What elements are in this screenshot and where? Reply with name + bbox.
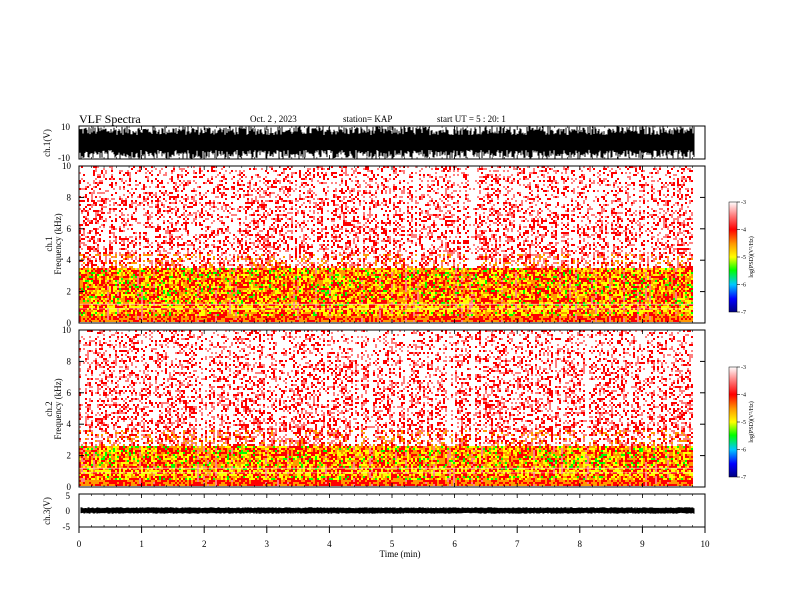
freq-tick-label: 8: [67, 356, 72, 366]
freq-tick-label: 0: [67, 482, 72, 492]
time-tick-label: 9: [640, 539, 645, 549]
freq-tick-label: 4: [67, 255, 72, 265]
freq-tick-label: 2: [67, 451, 72, 461]
spectrogram-cells: [79, 254, 693, 322]
ch2-colorbar-scale: [728, 366, 738, 478]
colorbar-tick-label: -4: [741, 393, 746, 399]
time-tick-label: 7: [515, 539, 520, 549]
ch3-ytick-top: 5: [66, 491, 71, 501]
ch1-waveform-trace: [79, 126, 695, 159]
spectrogram-cells: [79, 330, 693, 486]
ch1-colorbar-scale: [728, 201, 738, 313]
ch1-spectrogram-ylabel: Frequency (kHz): [53, 213, 63, 274]
ch2-spectrogram-ylabel-top: ch.2: [44, 401, 54, 416]
colorbar-tick-label: -3: [741, 365, 746, 371]
colorbar-tick-label: -3: [741, 200, 746, 206]
freq-tick-label: 6: [67, 224, 72, 234]
ch1-colorbar: log(PSD)(V²/Hz) -3 -4 -5 -6 -7: [728, 200, 755, 316]
ch1-spectrogram-image: [79, 166, 695, 322]
time-tick-label: 8: [578, 539, 583, 549]
station-label: station= KAP: [343, 114, 392, 124]
date-label: Oct. 2 , 2023: [250, 114, 297, 124]
time-axis-label: Time (min): [380, 549, 421, 559]
ch3-waveform-ylabel: ch.3(V): [42, 497, 52, 525]
spectrogram-cells: [79, 330, 693, 486]
ch1-freq-axis: 0 2 4 6 8 10: [62, 161, 705, 328]
colorbar-tick-label: -5: [741, 420, 746, 426]
ch2-colorbar: log(PSD)(V²/Hz) -3 -4 -5 -6 -7: [728, 365, 755, 481]
freq-tick-label: 10: [62, 161, 72, 171]
time-tick-label: 6: [452, 539, 457, 549]
ch1-ytick-top: 10: [61, 122, 71, 132]
time-tick-label: 0: [77, 539, 82, 549]
freq-tick-label: 4: [67, 419, 72, 429]
time-axis: 0 1 2 3 4 5 6 7 8 9 10: [77, 126, 710, 549]
start-time-label: start UT = 5 : 20: 1: [437, 114, 506, 124]
colorbar-tick-label: -7: [741, 475, 746, 481]
ch3-waveform-line: [80, 507, 695, 514]
ch3-ytick-mid: 0: [66, 506, 71, 516]
spectrogram-cells: [79, 446, 693, 480]
freq-tick-label: 10: [62, 325, 72, 335]
freq-tick-label: 2: [67, 287, 72, 297]
ch2-spectrogram-panel: 0 2 4 6 8 10 ch.2 Frequency (kHz): [44, 325, 706, 492]
ch1-spectrogram-ylabel-top: ch.1: [44, 236, 54, 251]
colorbar-tick-label: -6: [741, 448, 746, 454]
ch2-spectrogram-image: [79, 330, 695, 486]
ch1-waveform-ylabel: ch.1(V): [42, 129, 52, 157]
ch1-waveform-panel: 10 -10 ch.1(V): [42, 122, 706, 163]
ch2-colorbar-label: log(PSD)(V²/Hz): [748, 401, 755, 442]
ch3-waveform-panel: 5 0 -5 ch.3(V): [42, 491, 706, 532]
freq-tick-label: 6: [67, 388, 72, 398]
ch1-colorbar-label: log(PSD)(V²/Hz): [748, 236, 755, 277]
time-tick-label: 10: [701, 539, 711, 549]
time-tick-label: 4: [327, 539, 332, 549]
ch2-spectrogram-ylabel: Frequency (kHz): [53, 378, 63, 439]
ch1-waveform-line: [79, 126, 695, 159]
spectrogram-cells: [79, 166, 693, 322]
freq-tick-label: 8: [67, 192, 72, 202]
ch3-waveform-trace: [80, 507, 695, 514]
time-tick-label: 5: [390, 539, 395, 549]
colorbar-tick-label: -7: [741, 310, 746, 316]
time-tick-label: 1: [139, 539, 144, 549]
ch1-spectrogram-panel: 0 2 4 6 8 10 ch.1 Frequency (kHz): [44, 161, 706, 328]
freq-tick-label: 0: [67, 318, 72, 328]
colorbar-tick-label: -4: [741, 228, 746, 234]
figure-title: VLF Spectra: [79, 112, 141, 126]
time-tick-label: 3: [265, 539, 270, 549]
colorbar-tick-label: -5: [741, 255, 746, 261]
time-tick-label: 2: [202, 539, 207, 549]
colorbar-tick-label: -6: [741, 283, 746, 289]
ch1-ytick-bottom: -10: [58, 153, 70, 163]
spectrogram-cells: [81, 446, 693, 480]
ch2-freq-axis: 0 2 4 6 8 10: [62, 325, 705, 492]
ch3-ytick-bottom: -5: [63, 522, 71, 532]
